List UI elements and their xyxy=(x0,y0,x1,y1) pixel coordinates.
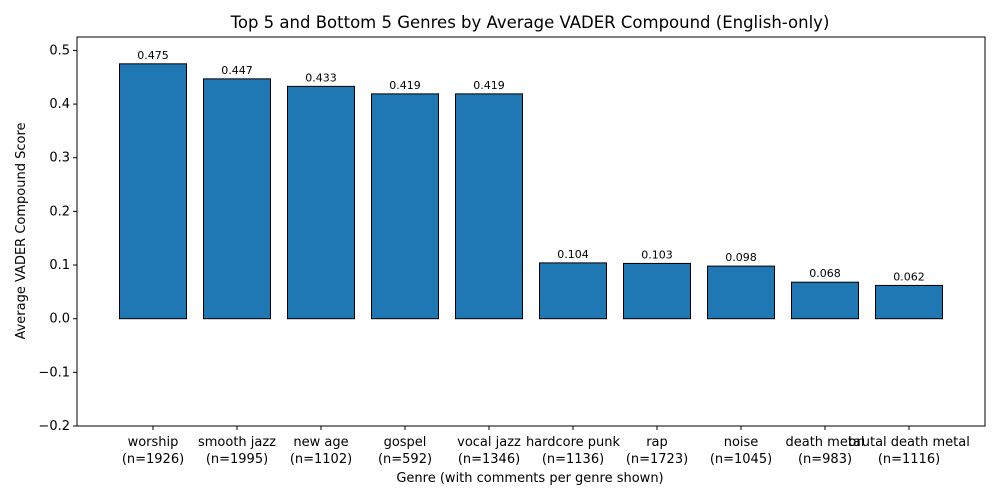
bars xyxy=(119,63,943,320)
bar xyxy=(539,262,607,320)
bar-value-label: 0.062 xyxy=(893,270,925,283)
bar-value-label: 0.068 xyxy=(809,267,841,280)
y-tick-label: 0.4 xyxy=(49,97,70,112)
y-tick-label: −0.1 xyxy=(38,365,70,380)
x-tick-label-genre: brutal death metal xyxy=(848,435,970,450)
bar xyxy=(707,265,775,320)
bar xyxy=(119,63,187,320)
bar-value-label: 0.098 xyxy=(725,251,757,264)
x-tick-label-count: (n=1116) xyxy=(878,452,940,467)
y-tick-label: 0.1 xyxy=(49,258,70,273)
x-tick-label-count: (n=1045) xyxy=(710,452,772,467)
x-tick-label-count: (n=1102) xyxy=(290,452,352,467)
bar xyxy=(287,85,355,320)
x-tick-label-genre: noise xyxy=(724,435,759,450)
y-tick-label: 0.0 xyxy=(49,312,70,327)
x-tick-label-genre: worship xyxy=(128,435,179,450)
bar xyxy=(371,93,439,320)
x-tick-label-count: (n=983) xyxy=(798,452,852,467)
bar xyxy=(623,262,691,320)
y-axis-label: Average VADER Compound Score xyxy=(14,122,29,339)
bar-value-label: 0.475 xyxy=(137,49,169,62)
x-tick-labels: worship (n=1926) smooth jazz (n=1995) new ag… xyxy=(122,426,970,467)
x-tick-label-genre: death metal xyxy=(785,435,864,450)
bar xyxy=(875,284,943,320)
bar-value-label: 0.104 xyxy=(557,248,589,261)
y-tick-label: 0.2 xyxy=(49,204,70,219)
x-tick-label-count: (n=1995) xyxy=(206,452,268,467)
y-tick-label: 0.5 xyxy=(49,43,70,58)
bar xyxy=(791,281,859,320)
chart-title: Top 5 and Bottom 5 Genres by Average VAD… xyxy=(230,13,830,32)
x-axis-label: Genre (with comments per genre shown) xyxy=(396,471,663,486)
y-tick-labels: −0.2 −0.1 0.0 0.1 0.2 0.3 0.4 0.5 xyxy=(38,43,77,434)
plot-area-frame xyxy=(76,36,986,427)
x-tick-label-count: (n=592) xyxy=(378,452,432,467)
x-tick-label-genre: new age xyxy=(293,435,348,450)
y-tick-label: 0.3 xyxy=(49,151,70,166)
bar xyxy=(455,93,523,320)
bar-value-label: 0.103 xyxy=(641,248,673,261)
x-tick-label-count: (n=1723) xyxy=(626,452,688,467)
x-tick-label-genre: vocal jazz xyxy=(457,435,521,450)
x-tick-label-genre: hardcore punk xyxy=(526,435,621,450)
bar-value-label: 0.447 xyxy=(221,64,253,77)
x-tick-label-count: (n=1346) xyxy=(458,452,520,467)
bar-value-label: 0.419 xyxy=(389,79,421,92)
bar-value-labels: 0.475 0.447 0.433 0.419 0.419 0.104 0.103 0.098… xyxy=(137,49,925,284)
bar-value-label: 0.419 xyxy=(473,79,505,92)
x-tick-label-count: (n=1136) xyxy=(542,452,604,467)
x-tick-label-count: (n=1926) xyxy=(122,452,184,467)
x-tick-label-genre: gospel xyxy=(384,435,427,450)
y-tick-label: −0.2 xyxy=(38,419,70,434)
x-tick-label-genre: smooth jazz xyxy=(198,435,276,450)
axes xyxy=(76,36,986,427)
bar xyxy=(203,78,271,320)
x-tick-label-genre: rap xyxy=(646,435,668,450)
bar-value-label: 0.433 xyxy=(305,71,337,84)
